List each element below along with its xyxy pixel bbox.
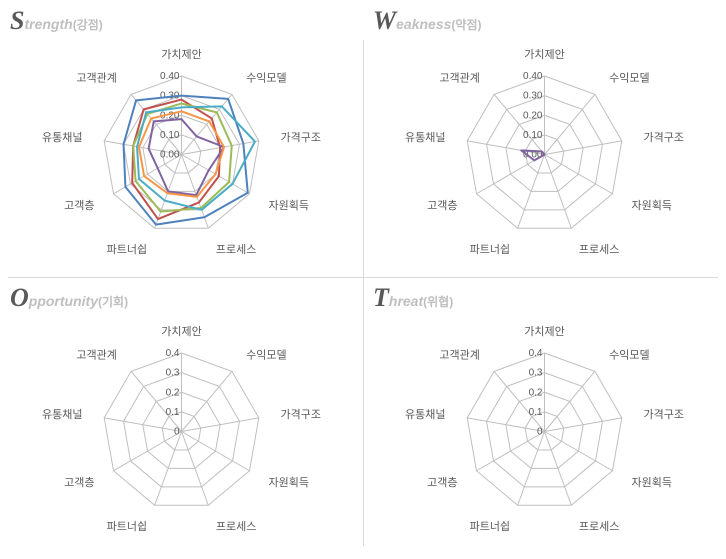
svg-text:수익모델: 수익모델 <box>246 72 286 85</box>
svg-text:0.20: 0.20 <box>523 110 543 121</box>
svg-text:파트너쉽: 파트너쉽 <box>470 520 510 533</box>
chart-threat: 0 0.1 0.2 0.3 0.4 가치제안수익모델가격구조자원획득프로세스 파트너쉽 고객층… <box>363 301 726 554</box>
svg-text:고객관계: 고객관계 <box>76 349 116 362</box>
svg-text:가격구조: 가격구조 <box>280 408 320 421</box>
svg-text:고객층: 고객층 <box>427 476 457 489</box>
svg-text:프로세스: 프로세스 <box>579 243 619 256</box>
quadrant-threat: Threat(위협) 00.10.20.30.4가치제안수익모델가격구조자원획득… <box>363 277 726 554</box>
svg-text:파트너쉽: 파트너쉽 <box>470 243 510 256</box>
chart-opportunity: 0 0.1 0.2 0.3 0.4 가치제안수익모델가격구조자원획득프로세스 파트너쉽 고객층… <box>0 301 363 554</box>
svg-text:유통채널: 유통채널 <box>42 408 82 421</box>
svg-text:0.2: 0.2 <box>529 387 543 398</box>
chart-weakness: 0.000.100.200.300.40가치제안수익모델가격구조자원획득프로세스… <box>363 24 726 277</box>
svg-text:자원획득: 자원획득 <box>632 476 672 489</box>
svg-text:가치제안: 가치제안 <box>524 325 564 338</box>
svg-text:0.30: 0.30 <box>523 91 543 102</box>
svg-text:0.3: 0.3 <box>166 368 180 379</box>
svg-text:프로세스: 프로세스 <box>216 243 256 256</box>
swot-radar-grid: Strength(강점) 0.000.100.200.300.40가치제안수익모… <box>0 0 726 554</box>
svg-text:0.40: 0.40 <box>160 71 180 82</box>
svg-text:0.1: 0.1 <box>166 407 180 418</box>
svg-text:0.10: 0.10 <box>523 130 543 141</box>
svg-text:0.1: 0.1 <box>529 407 543 418</box>
svg-text:가치제안: 가치제안 <box>161 325 201 338</box>
svg-text:수익모델: 수익모델 <box>246 349 286 362</box>
svg-text:유통채널: 유통채널 <box>42 131 82 144</box>
svg-text:자원획득: 자원획득 <box>632 199 672 212</box>
svg-text:0.4: 0.4 <box>529 348 543 359</box>
svg-text:유통채널: 유통채널 <box>405 131 445 144</box>
svg-text:0.10: 0.10 <box>160 130 180 141</box>
svg-text:자원획득: 자원획득 <box>269 476 309 489</box>
quadrant-strength: Strength(강점) 0.000.100.200.300.40가치제안수익모… <box>0 0 363 277</box>
svg-text:고객관계: 고객관계 <box>439 72 479 85</box>
quadrant-weakness: Weakness(약점) 0.000.100.200.300.40가치제안수익모… <box>363 0 726 277</box>
svg-text:가격구조: 가격구조 <box>643 131 683 144</box>
svg-text:고객층: 고객층 <box>64 476 94 489</box>
svg-text:프로세스: 프로세스 <box>579 520 619 533</box>
svg-text:파트너쉽: 파트너쉽 <box>107 520 147 533</box>
svg-text:0.40: 0.40 <box>523 71 543 82</box>
svg-text:고객층: 고객층 <box>64 199 94 212</box>
svg-text:자원획득: 자원획득 <box>269 199 309 212</box>
svg-text:0: 0 <box>174 427 180 438</box>
svg-text:고객관계: 고객관계 <box>76 72 116 85</box>
svg-text:파트너쉽: 파트너쉽 <box>107 243 147 256</box>
svg-text:가격구조: 가격구조 <box>643 408 683 421</box>
svg-text:0: 0 <box>537 427 543 438</box>
svg-text:0.2: 0.2 <box>166 387 180 398</box>
svg-text:고객관계: 고객관계 <box>439 349 479 362</box>
svg-text:0.4: 0.4 <box>166 348 180 359</box>
svg-text:프로세스: 프로세스 <box>216 520 256 533</box>
chart-strength: 0.000.100.200.300.40가치제안수익모델가격구조자원획득프로세스… <box>0 24 363 277</box>
svg-text:고객층: 고객층 <box>427 199 457 212</box>
svg-text:수익모델: 수익모델 <box>609 349 649 362</box>
svg-text:0.3: 0.3 <box>529 368 543 379</box>
svg-text:가치제안: 가치제안 <box>161 48 201 61</box>
svg-text:유통채널: 유통채널 <box>405 408 445 421</box>
quadrant-opportunity: Opportunity(기회) 00.10.20.30.4가치제안수익모델가격구… <box>0 277 363 554</box>
svg-text:0.00: 0.00 <box>160 150 180 161</box>
svg-text:수익모델: 수익모델 <box>609 72 649 85</box>
svg-text:가치제안: 가치제안 <box>524 48 564 61</box>
svg-text:가격구조: 가격구조 <box>280 131 320 144</box>
